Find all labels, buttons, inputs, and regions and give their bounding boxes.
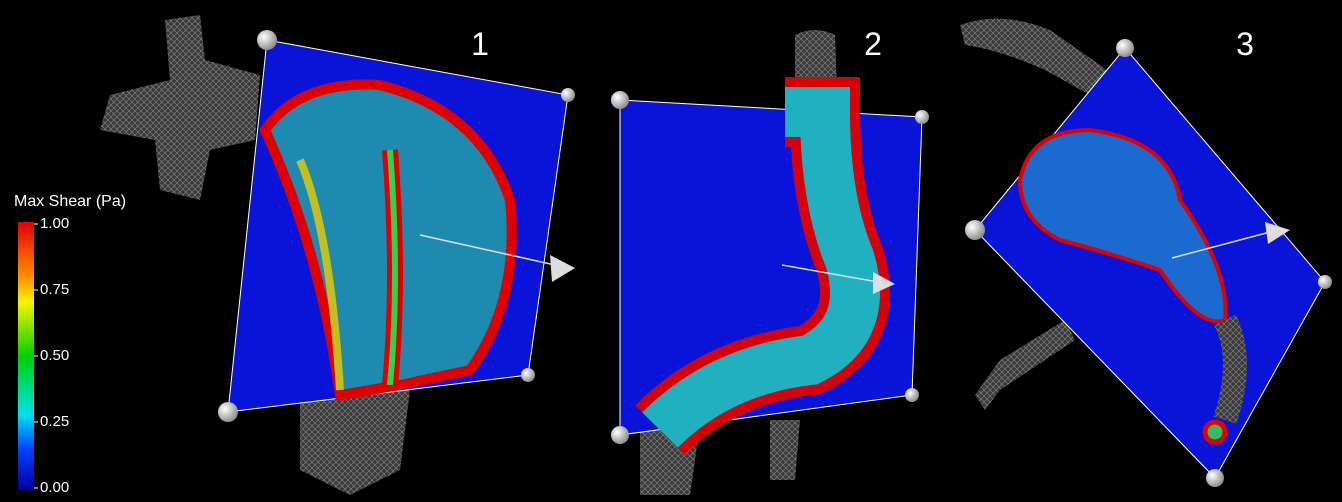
panel-label: 1 (471, 26, 489, 62)
mesh (100, 15, 260, 200)
panel-label: 3 (1236, 26, 1254, 62)
mesh (770, 420, 800, 480)
colorbar: Max Shear (Pa) 1.00 0.75 0.50 0.25 0.00 (14, 193, 126, 496)
handle[interactable] (1116, 39, 1134, 57)
colorbar-title: Max Shear (Pa) (14, 193, 126, 210)
panel-2: 2 (611, 26, 929, 495)
tick-label: 0.25 (40, 413, 69, 430)
tick-label: 1.00 (40, 215, 69, 232)
handle[interactable] (611, 91, 629, 109)
handle[interactable] (218, 402, 238, 422)
colorbar-scale (18, 222, 34, 490)
tick-label: 0.75 (40, 281, 69, 298)
handle[interactable] (561, 88, 575, 102)
vessel (1205, 422, 1225, 442)
handle[interactable] (521, 368, 535, 382)
figure: 1 2 3 Max Shear (Pa) 1.00 0.75 0.50 0.25 0.0… (0, 0, 1342, 502)
mesh (1225, 320, 1235, 420)
handle[interactable] (1318, 275, 1332, 289)
mesh (300, 390, 410, 495)
handle[interactable] (257, 30, 277, 50)
panel-label: 2 (864, 26, 882, 62)
mesh (975, 320, 1075, 410)
handle[interactable] (905, 388, 919, 402)
panel-1: 1 (100, 15, 575, 495)
handle[interactable] (1206, 469, 1224, 487)
normal-cone (550, 255, 575, 282)
tick-label: 0.50 (40, 347, 69, 364)
handle[interactable] (915, 110, 929, 124)
handle[interactable] (965, 220, 985, 240)
handle[interactable] (611, 426, 629, 444)
tick-label: 0.00 (40, 479, 69, 496)
panel-3: 3 (960, 19, 1332, 487)
